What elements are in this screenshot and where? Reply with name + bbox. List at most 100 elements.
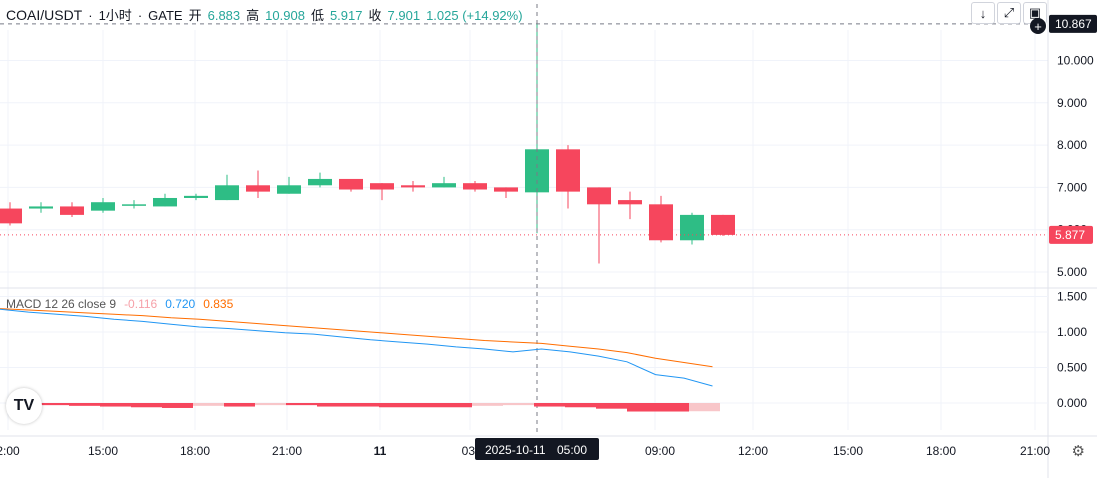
macd-histogram-bar	[317, 403, 348, 407]
candle-body	[618, 200, 642, 205]
macd-histogram-bar	[224, 403, 255, 407]
macd-histogram-bar	[162, 403, 193, 408]
time-tick-label: 18:00	[926, 444, 956, 458]
macd-signal-value: 0.835	[203, 297, 234, 311]
macd-histogram-bar	[38, 403, 69, 406]
macd-histogram-bar	[689, 403, 720, 412]
time-tick-label: 03:	[462, 444, 479, 458]
low-value: 5.917	[329, 8, 363, 23]
plus-icon[interactable]: +	[1030, 18, 1046, 34]
interval-label[interactable]: 1小时	[98, 8, 132, 23]
macd-histogram-bar	[503, 403, 534, 406]
candle-body	[277, 185, 301, 194]
macd-histogram-bar	[658, 403, 689, 412]
macd-tick-label: 0.000	[1057, 396, 1087, 410]
last-price-label: 5.877	[1055, 228, 1085, 242]
candle-body	[556, 149, 580, 192]
time-tick-label: 18:00	[180, 444, 210, 458]
candle-body	[463, 183, 487, 190]
open-value: 6.883	[207, 8, 241, 23]
time-tick-label: 11	[374, 444, 387, 458]
macd-histogram-bar	[286, 403, 317, 406]
macd-hist-value: -0.116	[124, 297, 158, 311]
macd-histogram-bar	[441, 403, 472, 408]
candle-body	[0, 208, 22, 224]
low-label: 低	[310, 8, 324, 23]
crosshair-date-label: 2025-10-11	[485, 443, 546, 457]
candle-body	[370, 183, 394, 190]
time-tick-label: 15:00	[833, 444, 863, 458]
macd-histogram-bar	[69, 403, 100, 406]
candle-body	[711, 214, 735, 235]
time-tick-label: 2:00	[0, 444, 20, 458]
open-label: 开	[188, 8, 202, 23]
macd-histogram-bar	[410, 403, 441, 408]
close-value: 7.901	[387, 8, 421, 23]
high-value: 10.908	[265, 8, 305, 23]
macd-tick-label: 0.500	[1057, 361, 1087, 375]
expand-icon[interactable]: ⤢	[997, 2, 1021, 24]
candle-body	[401, 185, 425, 188]
macd-legend: MACD 12 26 close 9 -0.116 0.720 0.835	[6, 297, 233, 311]
candle-body	[339, 178, 363, 190]
candle-body	[29, 206, 53, 209]
macd-line	[0, 308, 713, 387]
candle-body	[308, 178, 332, 186]
symbol-name[interactable]: COAI/USDT	[6, 7, 83, 23]
high-label: 高	[246, 8, 260, 23]
macd-histogram-bar	[534, 403, 565, 407]
macd-histogram-bar	[255, 403, 286, 406]
macd-histogram-bar	[596, 403, 627, 409]
macd-histogram-bar	[379, 403, 410, 408]
crosshair-price-label: 10.867	[1055, 17, 1092, 31]
arrow-down-icon[interactable]: ↓	[971, 2, 995, 24]
time-tick-label: 21:00	[1020, 444, 1050, 458]
gear-icon[interactable]: ⚙	[1071, 443, 1085, 460]
candle-body	[91, 202, 115, 211]
price-tick-label: 5.000	[1057, 265, 1087, 279]
macd-histogram-bar	[193, 403, 224, 406]
macd-label[interactable]: MACD 12 26 close 9	[6, 297, 117, 311]
macd-histogram-bar	[131, 403, 162, 408]
time-tick-label: 09:00	[645, 444, 675, 458]
candle-body	[680, 214, 704, 241]
exchange-label: GATE	[148, 8, 183, 23]
macd-tick-label: 1.000	[1057, 325, 1087, 339]
price-tick-label: 7.000	[1057, 180, 1087, 194]
chart-toolbar: ↓ ⤢ ▣	[971, 2, 1047, 24]
candle-body	[432, 183, 456, 188]
macd-line-value: 0.720	[165, 297, 196, 311]
crosshair-price-badge	[1049, 14, 1097, 33]
candle-body	[60, 206, 84, 215]
tradingview-logo[interactable]: TV	[6, 388, 42, 424]
crosshair-time-label: 05:00	[557, 443, 587, 457]
close-label: 收	[368, 8, 382, 23]
time-tick-label: 21:00	[272, 444, 302, 458]
price-tick-label: 8.000	[1057, 138, 1087, 152]
candle-body	[246, 185, 270, 192]
candle-body	[525, 149, 549, 193]
time-tick-label: 12:00	[738, 444, 768, 458]
change-value: 1.025 (+14.92%)	[426, 8, 523, 23]
macd-histogram-bar	[472, 403, 503, 406]
time-tick-label: 15:00	[88, 444, 118, 458]
candle-body	[184, 195, 208, 198]
macd-histogram-bar	[565, 403, 596, 408]
candle-body	[587, 187, 611, 205]
candle-body	[122, 204, 146, 206]
candle-body	[494, 187, 518, 192]
macd-tick-label: 1.500	[1057, 290, 1087, 304]
price-tick-label: 9.000	[1057, 96, 1087, 110]
price-tick-label: 10.000	[1057, 54, 1094, 68]
macd-histogram-bar	[348, 403, 379, 407]
macd-histogram-bar	[627, 403, 658, 412]
candle-body	[153, 197, 177, 207]
signal-line	[0, 308, 713, 368]
candle-body	[215, 185, 239, 201]
crosshair-time-badge	[475, 438, 599, 460]
candle-body	[649, 204, 673, 241]
last-price-badge	[1049, 225, 1093, 244]
macd-histogram-bar	[100, 403, 131, 407]
